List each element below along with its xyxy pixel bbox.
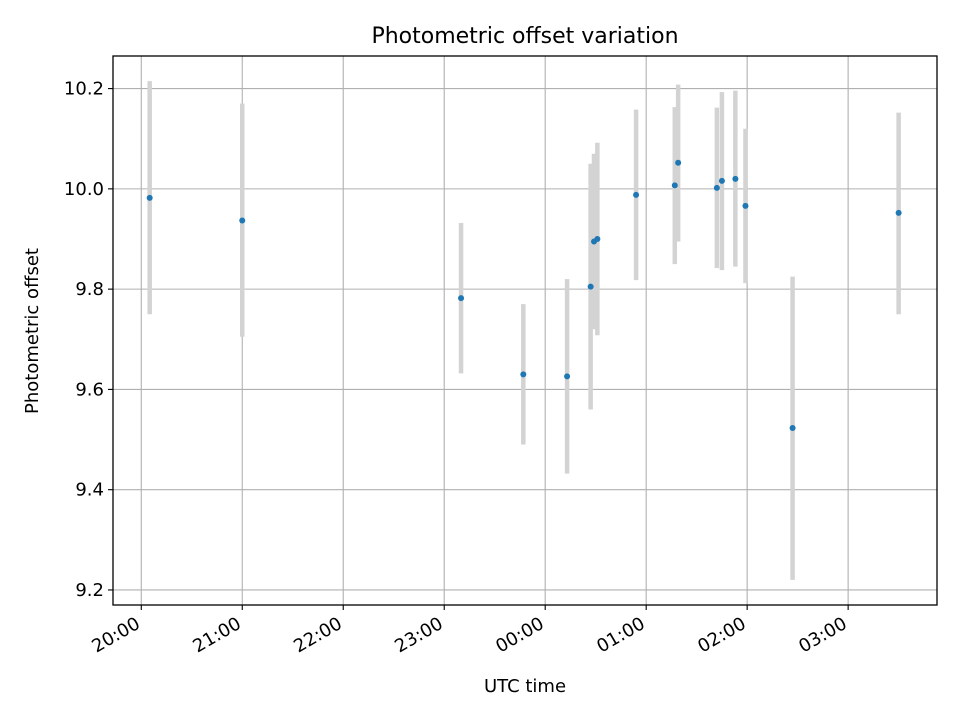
data-point (671, 182, 678, 189)
data-point (239, 217, 246, 224)
data-point (895, 209, 902, 216)
y-tick-label: 10.2 (64, 79, 104, 100)
data-points (146, 159, 902, 432)
x-axis-label: UTC time (484, 676, 566, 697)
data-point (732, 175, 739, 182)
y-tick-label: 9.6 (75, 379, 104, 400)
data-point (520, 371, 527, 378)
data-point (146, 194, 153, 201)
y-tick-label: 9.8 (75, 279, 104, 300)
y-tick-label: 9.4 (75, 480, 104, 501)
y-tick-label: 10.0 (64, 179, 104, 200)
data-point (594, 236, 601, 242)
data-point (742, 202, 749, 209)
data-point (633, 191, 640, 198)
data-point (458, 295, 465, 302)
data-point (789, 425, 796, 432)
grid-lines (113, 56, 937, 605)
data-point (587, 283, 594, 290)
y-tick-label: 9.2 (75, 580, 104, 601)
data-point (564, 373, 571, 380)
data-point (713, 184, 720, 191)
y-axis-label: Photometric offset (22, 248, 43, 414)
data-point (718, 177, 725, 184)
chart-title: Photometric offset variation (371, 24, 678, 49)
data-point (675, 159, 682, 166)
plot-area-frame (112, 55, 938, 606)
